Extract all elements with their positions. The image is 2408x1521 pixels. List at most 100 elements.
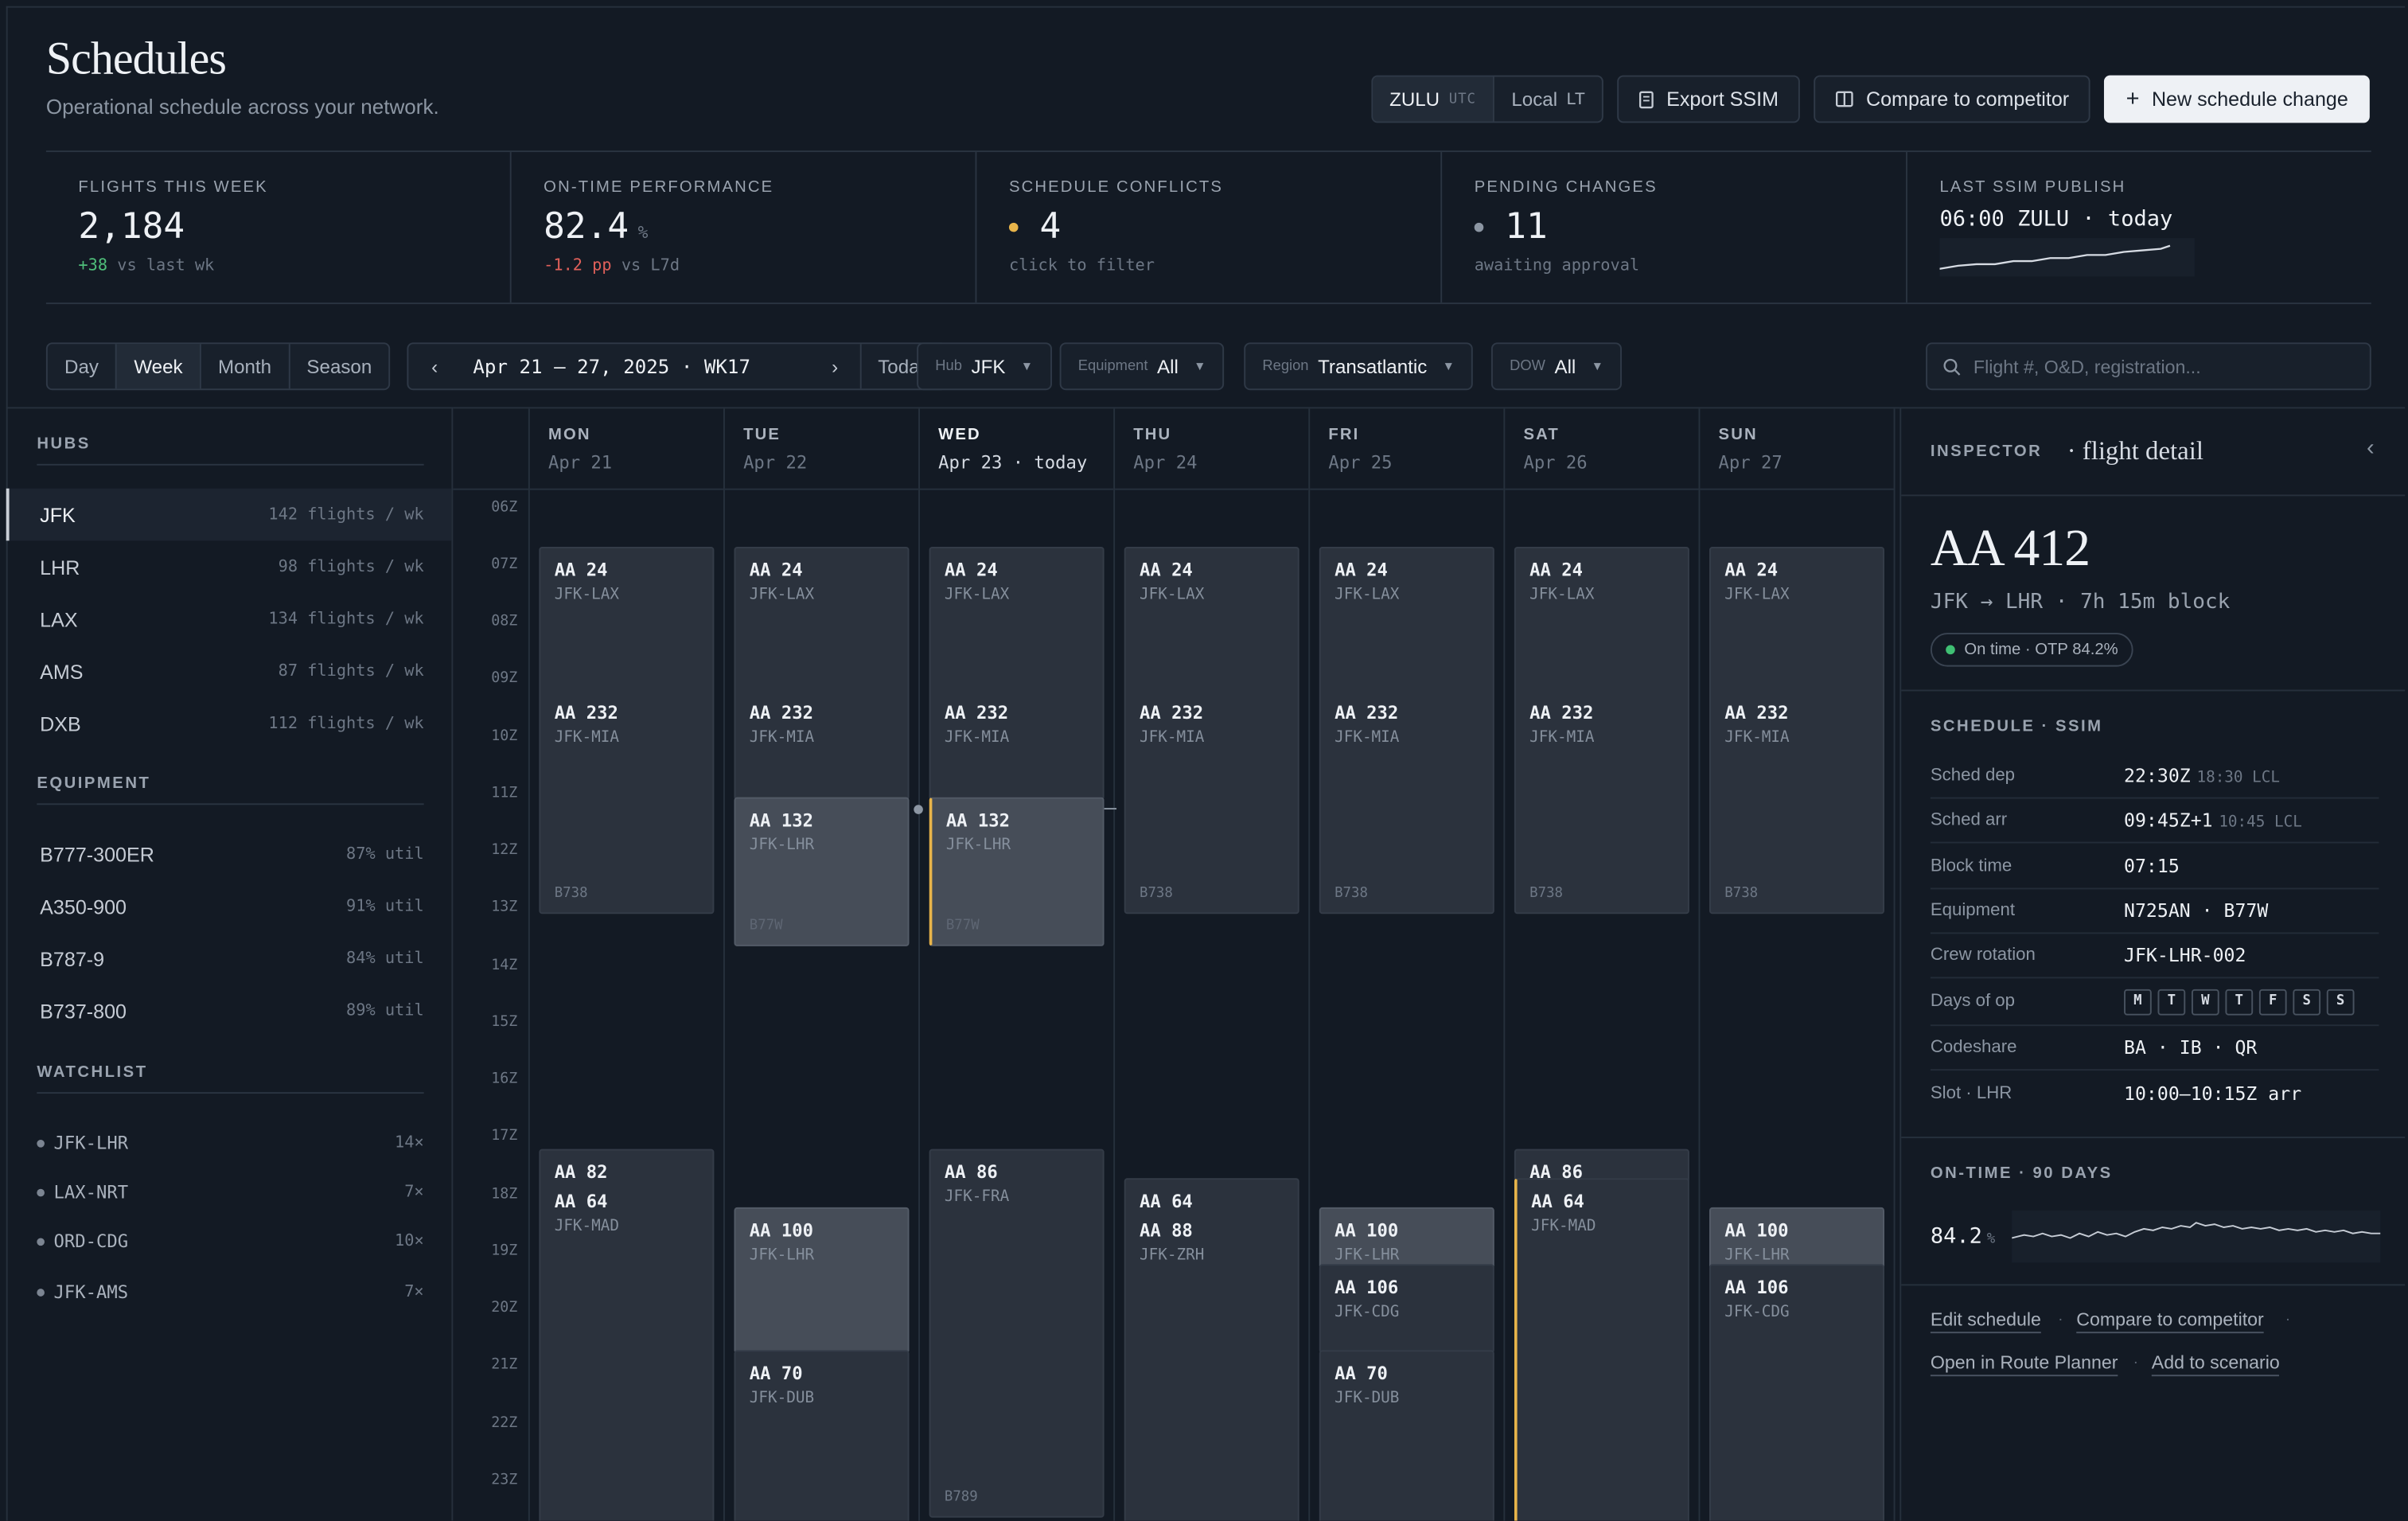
flight-block-aa64-jfk-mad[interactable]: AA 64 JFK-MAD [1514,1178,1689,1521]
flight-block-aa106-jfk-cdg[interactable]: AA 106 JFK-CDG [1319,1264,1494,1354]
add-to-scenario-link[interactable]: Add to scenario [2151,1351,2280,1377]
watchlist-item[interactable]: JFK-LHR 14× [6,1118,452,1168]
detail-row-days-of-op: Days of op M T W T F S S [1930,978,2379,1027]
export-ssim-button[interactable]: Export SSIM [1617,75,1800,123]
flight-block-aa82[interactable]: AA 82 AA 64 JFK-MAD [539,1149,715,1521]
collapse-chevron-icon[interactable]: ‹ [2366,435,2375,461]
flight-block-aa24-jfk-lax[interactable]: AA 24 JFK-LAX AA 232 JFK-MIA [929,547,1105,801]
flight-block-aa232-jfk-mia[interactable]: AA 232 JFK-MIA [1516,691,1688,757]
flight-block-aa24-jfk-lax[interactable]: AA 24 JFK-LAX AA 232 JFK-MIA B738 [1124,547,1299,915]
flight-block-aa24-jfk-lax[interactable]: AA 24 JFK-LAX AA 232 JFK-MIA [734,547,910,801]
equipment-item[interactable]: A350-900 91% util [6,880,452,933]
flight-route: JFK-LAX [554,587,620,604]
day-chip: S [2326,988,2355,1015]
view-month-tab[interactable]: Month [199,344,288,389]
hub-item-jfk[interactable]: JFK 142 flights / wk [6,488,452,541]
flight-block-aa232-jfk-mia[interactable]: AA 232 JFK-MIA [1321,691,1493,757]
equipment-item[interactable]: B777-300ER 87% util [6,828,452,880]
date-range-label: Apr 21 – 27, 2025 · WK17 [473,354,750,378]
flight-route: JFK-MIA [1139,729,1205,747]
hub-item-dxb[interactable]: DXB 112 flights / wk [6,697,452,750]
hour-label: 14Z [491,957,518,974]
filter-dow[interactable]: DOW All ▼ [1490,342,1623,391]
flight-block-aa132-jfk-lhr[interactable]: AA 132 JFK-LHR B77W [734,797,910,946]
stat-label: SCHEDULE CONFLICTS [1008,177,1223,197]
hour-label: 20Z [491,1299,518,1316]
stat-note: -1.2 pp vs L7d [544,256,943,275]
hub-item-lhr[interactable]: LHR 98 flights / wk [6,540,452,593]
prev-week-chevron-icon[interactable]: ‹ [431,355,438,377]
hub-item-lax[interactable]: LAX 134 flights / wk [6,593,452,645]
filter-region[interactable]: Region Transatlantic ▼ [1244,342,1474,391]
flight-block-aa24-jfk-lax[interactable]: AA 24 JFK-LAX AA 232 JFK-MIA B738 [1319,547,1494,915]
flight-block-aa232-jfk-mia[interactable]: AA 232 JFK-MIA [735,691,907,757]
flight-block-aa64[interactable]: AA 64 AA 88 JFK-ZRH [1124,1178,1299,1521]
day-name: SAT [1523,425,1560,444]
stats-strip: FLIGHTS THIS WEEK 2,184 +38 vs last wk O… [45,150,2371,305]
flight-block-aa70-jfk-dub[interactable]: AA 70 JFK-DUB [1319,1350,1494,1521]
compare-competitor-link[interactable]: Compare to competitor [2076,1308,2264,1334]
equipment-heading: EQUIPMENT [37,774,151,793]
flight-block-aa88-jfk-zrh[interactable]: AA 88 JFK-ZRH [1126,1209,1298,1275]
hub-item-ams[interactable]: AMS 87 flights / wk [6,645,452,698]
next-week-chevron-icon[interactable]: › [832,355,839,377]
flight-block-aa232-jfk-mia[interactable]: AA 232 JFK-MIA [540,691,712,757]
stat-delta: -1.2 pp [544,256,612,275]
watchlist-item[interactable]: LAX-NRT 7× [6,1168,452,1217]
zulu-toggle-option[interactable]: ZULU UTC [1372,76,1494,122]
hour-label: 07Z [491,556,518,573]
watchlist-item[interactable]: ORD-CDG 10× [6,1216,452,1266]
filter-equipment[interactable]: Equipment All ▼ [1059,342,1225,391]
divider [37,463,424,466]
flight-block-aa232-jfk-mia[interactable]: AA 232 JFK-MIA [931,691,1103,757]
flight-block-aa24-jfk-lax[interactable]: AA 24 JFK-LAX AA 232 JFK-MIA B738 [1514,547,1689,915]
flight-block-aa70-jfk-dub[interactable]: AA 70 JFK-DUB [734,1350,910,1521]
app-frame [6,6,2406,1521]
flight-block-aa100-jfk-lhr[interactable]: AA 100 JFK-LHR [734,1207,910,1354]
equipment-item[interactable]: B737-800 89% util [6,985,452,1037]
filter-key: Hub [935,357,962,375]
equipment-item[interactable]: B787-9 84% util [6,932,452,985]
ssim-sparkline [1939,238,2195,277]
watchlist-count: 7× [404,1183,424,1202]
warning-dot-icon [1008,222,1019,232]
flight-block-aa232-jfk-mia[interactable]: AA 232 JFK-MIA [1711,691,1883,757]
open-route-planner-link[interactable]: Open in Route Planner [1930,1351,2118,1377]
flight-block-aa86[interactable]: AA 86 [1514,1149,1689,1184]
current-time-line [1104,808,1117,810]
flight-block-aa106-jfk-cdg[interactable]: AA 106 JFK-CDG [1709,1264,1884,1521]
flight-number: AA 132 [945,809,1010,832]
new-schedule-change-button[interactable]: + New schedule change [2104,75,2370,123]
stat-unit: % [637,222,649,243]
flight-block-aa24-jfk-lax[interactable]: AA 24 JFK-LAX AA 232 JFK-MIA B738 [1709,547,1884,915]
flight-block-aa100-jfk-lhr[interactable]: AA 100 JFK-LHR [1319,1207,1494,1269]
search-input[interactable]: Flight #, O&D, registration... [1926,342,2371,391]
equipment-tag: B738 [1139,886,1173,902]
flight-block-aa232-jfk-mia[interactable]: AA 232 JFK-MIA [1126,691,1298,757]
stat-schedule-conflicts[interactable]: SCHEDULE CONFLICTS 4 click to filter [975,152,1440,303]
detail-key: Block time [1930,856,2013,876]
local-toggle-option[interactable]: Local LT [1493,76,1602,122]
flight-block-aa24-jfk-lax[interactable]: AA 24 JFK-LAX AA 232 JFK-MIA B738 [539,547,715,915]
hour-label: 16Z [491,1071,518,1088]
edit-schedule-link[interactable]: Edit schedule [1930,1308,2041,1334]
flight-block-aa64-jfk-mad[interactable]: AA 64 JFK-MAD [540,1180,712,1246]
flight-block-aa132-selected[interactable]: AA 132 JFK-LHR B77W [929,797,1105,946]
hub-count: 142 flights / wk [268,505,424,525]
filter-value: All [1554,355,1576,377]
watchlist-count: 7× [404,1282,424,1301]
date-navigator: ‹ Apr 21 – 27, 2025 · WK17 › Today [407,342,948,391]
flight-number: AA 232 [944,701,1009,723]
hour-label: 13Z [491,898,518,916]
flight-block-aa86-jfk-fra[interactable]: AA 86 JFK-FRA B789 [929,1149,1105,1518]
view-day-tab[interactable]: Day [64,355,99,377]
filter-hub[interactable]: Hub JFK ▼ [917,342,1052,391]
stat-label: LAST SSIM PUBLISH [1939,177,2126,197]
detail-key: Sched dep [1930,766,2016,786]
compare-competitor-button[interactable]: Compare to competitor [1814,75,2091,123]
watchlist-item[interactable]: JFK-AMS 7× [6,1267,452,1316]
flight-block-aa100-jfk-lhr[interactable]: AA 100 JFK-LHR [1709,1207,1884,1269]
stat-value: 11 [1474,208,1874,248]
view-season-tab[interactable]: Season [288,344,388,389]
view-week-tab[interactable]: Week [115,344,200,389]
